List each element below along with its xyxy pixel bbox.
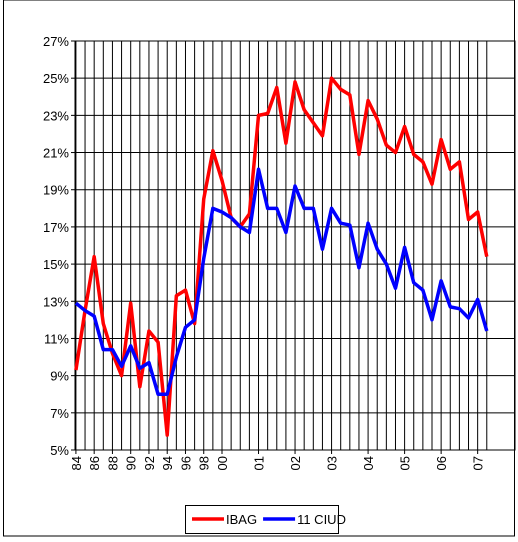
- x-tick-label: 05: [398, 456, 413, 470]
- x-tick-label: 94: [160, 456, 175, 470]
- y-tick-label: 27%: [43, 34, 69, 49]
- x-tick-label: 04: [361, 456, 376, 470]
- x-tick-label: 06: [434, 456, 449, 470]
- x-tick-label: 01: [252, 456, 267, 470]
- legend-label: 11 CIUD: [297, 512, 346, 527]
- y-tick-label: 7%: [50, 406, 69, 421]
- x-tick-label: 07: [471, 456, 486, 470]
- legend-label: IBAG: [226, 512, 257, 527]
- x-tick-label: 96: [178, 456, 193, 470]
- x-tick-label: 92: [142, 456, 157, 470]
- x-tick-label: 03: [325, 456, 340, 470]
- x-tick-label: 86: [87, 456, 102, 470]
- y-tick-label: 17%: [43, 220, 69, 235]
- x-tick-label: 00: [215, 456, 230, 470]
- x-tick-label: 90: [124, 456, 139, 470]
- series-line: [74, 167, 489, 396]
- x-tick-label: 84: [69, 456, 84, 470]
- y-tick-label: 5%: [50, 443, 69, 458]
- y-tick-label: 21%: [43, 146, 69, 161]
- x-tick-label: 02: [288, 456, 303, 470]
- x-tick-label: 98: [197, 456, 212, 470]
- series-line: [74, 76, 489, 437]
- y-tick-label: 9%: [50, 369, 69, 384]
- legend: IBAG 11 CIUD: [185, 505, 346, 534]
- x-tick-label: 88: [105, 456, 120, 470]
- y-tick-label: 25%: [43, 71, 69, 86]
- y-tick-label: 23%: [43, 108, 69, 123]
- y-tick-label: 13%: [43, 294, 69, 309]
- y-tick-label: 11%: [44, 331, 69, 346]
- y-tick-label: 15%: [43, 257, 69, 272]
- y-tick-label: 19%: [43, 183, 69, 198]
